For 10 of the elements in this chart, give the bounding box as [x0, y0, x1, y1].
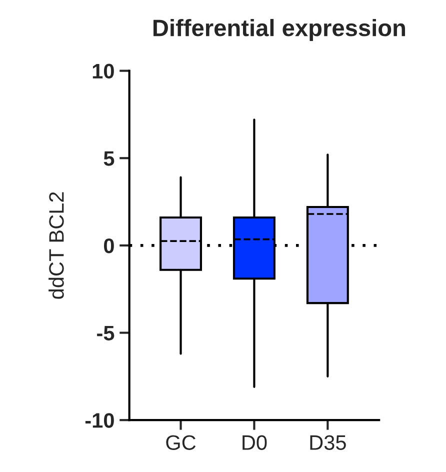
- y-tick-label: -10: [85, 413, 114, 428]
- chart-title: Differential expression: [154, 18, 406, 41]
- y-tick-label: 10: [92, 64, 114, 79]
- x-tick-label: D0: [242, 435, 267, 450]
- y-axis-title: ddCT BCL2: [48, 192, 64, 299]
- y-tick-label: 0: [104, 238, 114, 254]
- y-tick-label: -5: [97, 326, 114, 341]
- x-tick-label: GC: [166, 435, 196, 450]
- y-tick-label: 5: [104, 151, 114, 166]
- x-tick-label: D35: [310, 435, 346, 450]
